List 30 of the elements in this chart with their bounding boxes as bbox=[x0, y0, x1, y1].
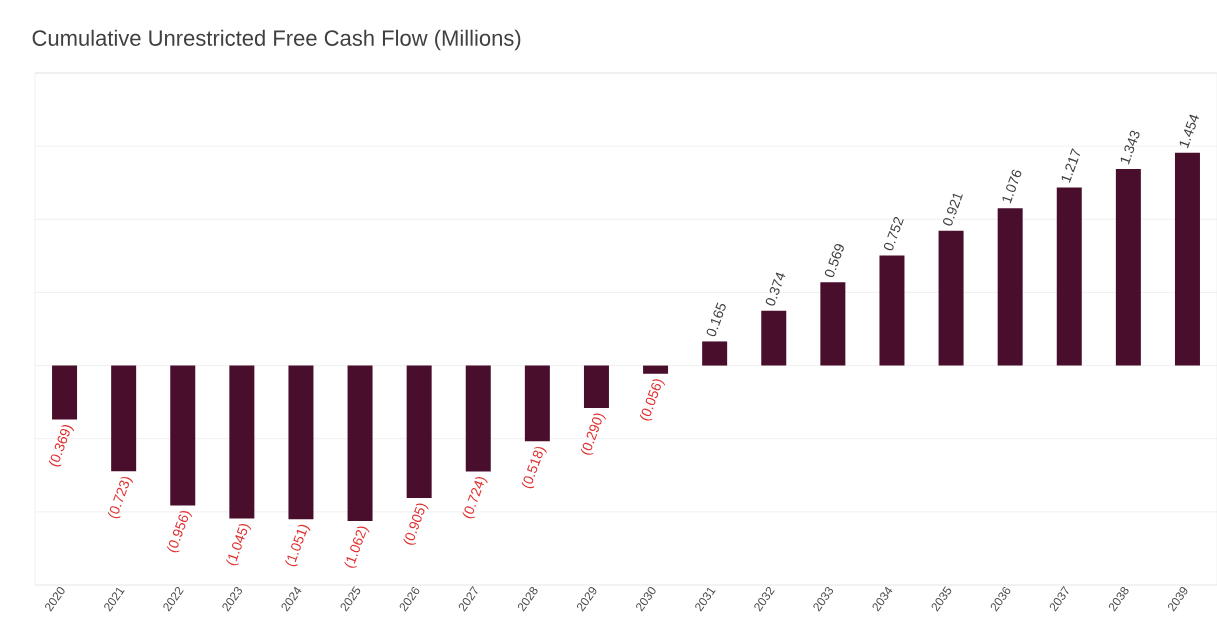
bar bbox=[229, 365, 255, 519]
data-label: 1.454 bbox=[1179, 114, 1199, 149]
bar bbox=[347, 365, 373, 521]
bar bbox=[583, 365, 609, 408]
bar bbox=[288, 365, 314, 520]
bar bbox=[820, 282, 846, 366]
data-label: 0.569 bbox=[824, 244, 844, 278]
data-label: 0.921 bbox=[943, 193, 963, 226]
bar bbox=[1115, 169, 1141, 366]
bar bbox=[406, 365, 432, 498]
data-label: 1.343 bbox=[1120, 130, 1140, 165]
bar bbox=[761, 310, 787, 366]
bar bbox=[997, 208, 1023, 366]
data-label: 0.752 bbox=[883, 217, 904, 251]
bar bbox=[1174, 152, 1200, 366]
data-label: 0.374 bbox=[765, 272, 786, 306]
bar bbox=[524, 365, 550, 442]
bar bbox=[465, 365, 491, 472]
chart-title: Cumulative Unrestricted Free Cash Flow (Millions) bbox=[32, 29, 521, 51]
data-label: 0.165 bbox=[706, 302, 726, 337]
bar bbox=[879, 255, 905, 366]
bar bbox=[170, 365, 196, 506]
data-label: 1.217 bbox=[1061, 148, 1081, 183]
data-label: 1.076 bbox=[1002, 169, 1022, 204]
bar bbox=[1056, 187, 1082, 366]
bar bbox=[643, 365, 669, 374]
bar bbox=[52, 365, 78, 420]
bar bbox=[111, 365, 137, 472]
bar bbox=[938, 230, 964, 366]
bar bbox=[702, 341, 728, 366]
